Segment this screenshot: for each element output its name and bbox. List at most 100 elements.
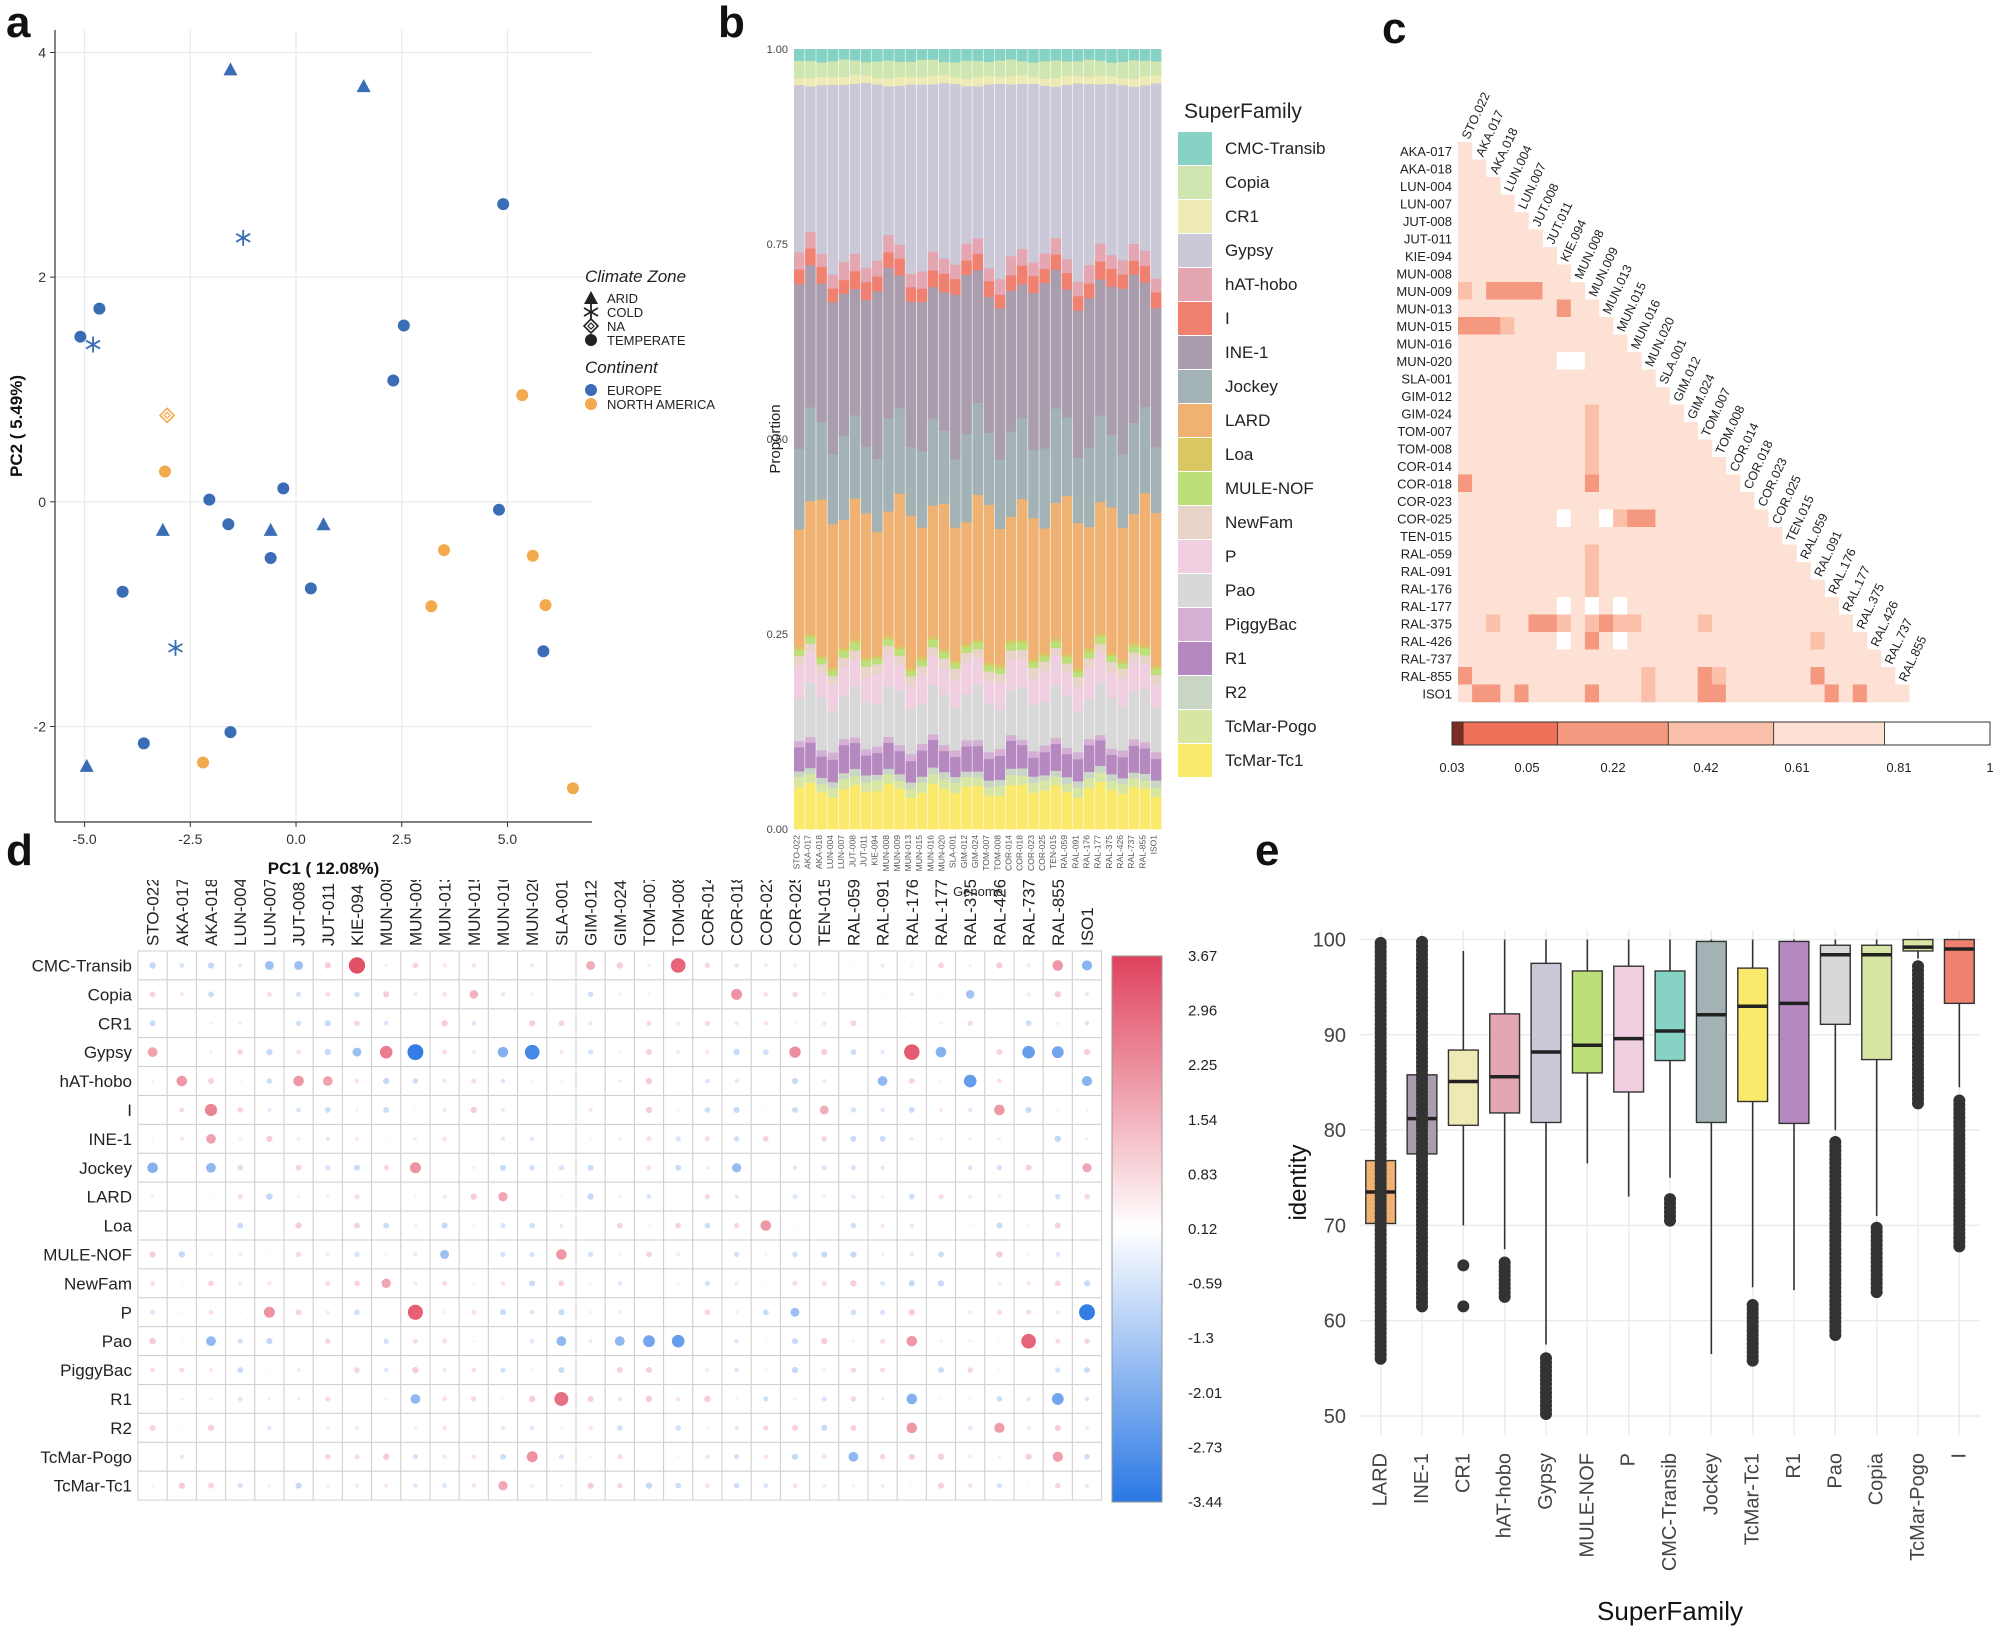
heatmap-cell	[1711, 614, 1727, 633]
heatmap-cell	[1556, 387, 1572, 405]
correlation-bubble	[1027, 1195, 1030, 1198]
heatmap-cell	[1486, 194, 1501, 213]
heatmap-cell	[1514, 562, 1529, 580]
correlation-bubble	[384, 1195, 388, 1199]
correlation-bubble	[442, 1454, 447, 1459]
heatmap-cell	[1627, 527, 1642, 545]
column-label: MUN-015	[465, 880, 484, 946]
correlation-bubble	[263, 1306, 275, 1318]
stacked-segment	[805, 264, 816, 408]
correlation-bubble	[1084, 1453, 1090, 1460]
correlation-bubble	[790, 1307, 800, 1317]
stacked-segment	[1072, 686, 1084, 712]
stacked-segment	[872, 780, 883, 792]
stacked-segment	[860, 267, 872, 283]
heatmap-cell	[1486, 527, 1501, 545]
stacked-segment	[1128, 86, 1140, 245]
correlation-bubble	[588, 1281, 593, 1285]
correlation-bubble	[209, 1021, 213, 1026]
stacked-segment	[1017, 775, 1028, 785]
legend-swatch	[1178, 744, 1212, 777]
outlier-group	[1540, 1352, 1552, 1421]
correlation-bubble	[149, 991, 156, 998]
heatmap-cell	[1599, 649, 1614, 668]
heatmap-cell	[1683, 527, 1698, 545]
correlation-bubble	[1083, 1280, 1091, 1287]
heatmap-cell	[1570, 544, 1586, 563]
correlation-bubble	[267, 1483, 272, 1488]
stacked-segment	[1005, 659, 1017, 691]
legend-label: Gypsy	[1225, 241, 1274, 260]
correlation-bubble	[880, 1223, 885, 1228]
heatmap-cell	[1584, 387, 1600, 405]
correlation-bubble	[266, 1193, 273, 1200]
heatmap-cell	[1542, 247, 1557, 265]
legend-label-climate: NA	[607, 319, 625, 334]
stacked-segment	[905, 301, 917, 448]
data-point	[196, 756, 209, 769]
heatmap-cell	[1740, 509, 1755, 528]
stacked-segment	[794, 787, 805, 830]
correlation-bubble	[354, 1367, 360, 1373]
stacked-segment	[972, 785, 983, 830]
data-point	[539, 599, 552, 612]
data-point	[356, 79, 371, 93]
heatmap-cell	[1542, 597, 1557, 615]
grid-cell	[312, 979, 343, 1010]
box	[1530, 962, 1562, 1124]
stacked-segment	[972, 684, 983, 741]
stacked-segment	[849, 649, 861, 660]
stacked-segment	[1128, 78, 1140, 87]
stacked-segment	[1128, 260, 1140, 275]
colorbar	[1111, 955, 1163, 1503]
stacked-segment	[1095, 772, 1106, 783]
stacked-segment	[860, 446, 872, 514]
stacked-segment	[1117, 677, 1128, 708]
stacked-segment	[1061, 672, 1073, 696]
stacked-segment	[894, 61, 905, 77]
heatmap-cell	[1754, 544, 1769, 563]
legend-title: SuperFamily	[1184, 100, 1302, 123]
stacked-segment	[1083, 658, 1095, 668]
correlation-bubble	[354, 1251, 360, 1258]
correlation-bubble	[706, 993, 709, 996]
stacked-segment	[994, 755, 1006, 780]
stacked-segment	[983, 787, 995, 796]
stacked-segment	[827, 77, 839, 85]
correlation-bubble	[850, 1396, 857, 1402]
stacked-segment	[983, 795, 995, 830]
stacked-segment	[1128, 274, 1140, 423]
correlation-bubble	[500, 992, 506, 997]
correlation-bubble	[763, 963, 768, 968]
outlier-point	[1498, 1256, 1511, 1269]
row-label: COR-014	[1397, 459, 1452, 474]
stacked-segment	[827, 670, 839, 677]
correlation-bubble	[646, 1136, 652, 1142]
data-point	[492, 503, 505, 516]
grid-cell	[1042, 1037, 1073, 1068]
correlation-bubble	[676, 1050, 681, 1055]
colorbar-label: 2.25	[1188, 1057, 1217, 1074]
correlation-bubble	[530, 1368, 534, 1372]
correlation-bubble	[150, 1194, 155, 1199]
stacked-segment	[1061, 653, 1073, 658]
stacked-segment	[961, 771, 972, 777]
stacked-segment	[827, 781, 839, 789]
heatmap-cell	[1458, 544, 1473, 563]
stacked-segment	[1150, 278, 1162, 293]
heatmap-cell	[1528, 474, 1543, 493]
heatmap-cell	[1528, 299, 1543, 318]
heatmap-cell	[1669, 667, 1684, 685]
stacked-segment	[1106, 774, 1117, 782]
heatmap-cell	[1542, 544, 1557, 563]
stacked-segment	[994, 785, 1006, 797]
y-tick-label: 70	[1324, 1215, 1346, 1237]
stacked-segment	[849, 288, 861, 416]
correlation-bubble	[348, 957, 366, 974]
heatmap-cell	[1711, 684, 1727, 703]
heatmap-cell	[1514, 264, 1529, 283]
correlation-bubble	[497, 1046, 509, 1058]
correlation-bubble	[587, 1482, 594, 1489]
correlation-bubble	[938, 1194, 944, 1200]
row-label: I	[127, 1101, 132, 1120]
